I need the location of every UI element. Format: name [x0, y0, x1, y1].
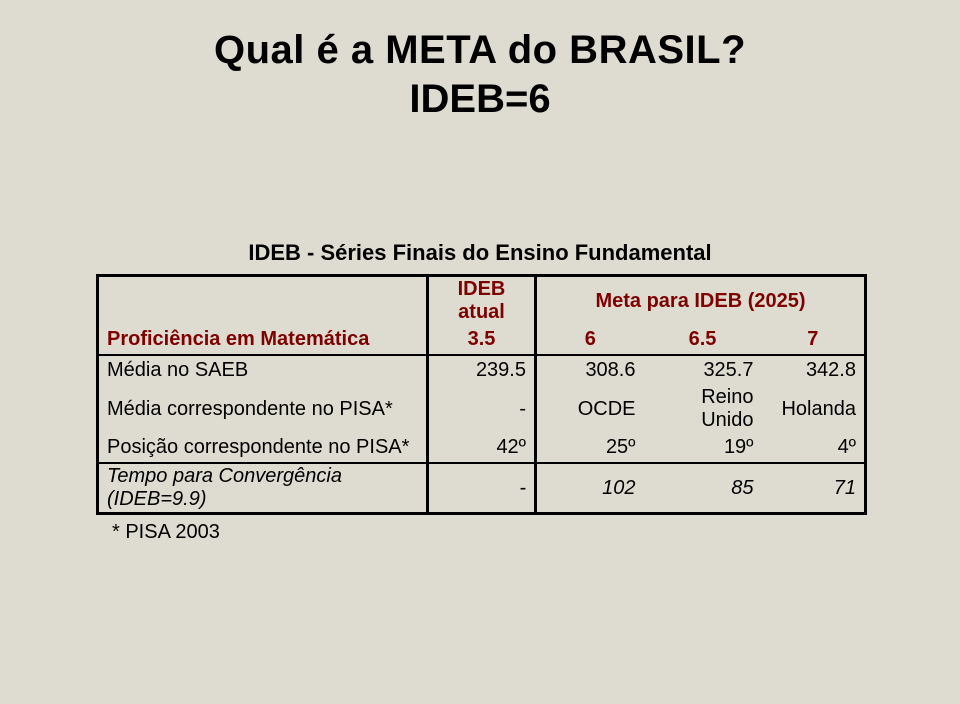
conv-cell: 85 [644, 463, 762, 514]
row-label: Posição correspondente no PISA* [98, 433, 428, 463]
table-row: Posição correspondente no PISA* 42º 25º … [98, 433, 866, 463]
footnote: * PISA 2003 [96, 521, 864, 544]
cell: 239.5 [428, 355, 536, 385]
prof-val-3: 7 [762, 325, 866, 355]
cell: - [428, 385, 536, 433]
header-row-1: IDEB atual Meta para IDEB (2025) [98, 276, 866, 326]
cell: 325.7 [644, 355, 762, 385]
conv-cell: - [428, 463, 536, 514]
prof-val-1: 6 [536, 325, 644, 355]
conv-cell: 102 [536, 463, 644, 514]
slide: Qual é a META do BRASIL? IDEB=6 IDEB - S… [0, 0, 960, 704]
proficiencia-label: Proficiência em Matemática [98, 325, 428, 355]
cell: Reino Unido [644, 385, 762, 433]
cell: OCDE [536, 385, 644, 433]
header-empty [98, 276, 428, 326]
table-row: Média no SAEB 239.5 308.6 325.7 342.8 [98, 355, 866, 385]
conv-label: Tempo para Convergência (IDEB=9.9) [98, 463, 428, 514]
cell: 342.8 [762, 355, 866, 385]
convergencia-row: Tempo para Convergência (IDEB=9.9) - 102… [98, 463, 866, 514]
page-subtitle: IDEB=6 [0, 77, 960, 122]
ideb-table: IDEB atual Meta para IDEB (2025) Profici… [96, 274, 867, 515]
cell: Holanda [762, 385, 866, 433]
table-container: IDEB - Séries Finais do Ensino Fundament… [96, 240, 864, 544]
cell: 25º [536, 433, 644, 463]
header-ideb-atual: IDEB atual [428, 276, 536, 326]
header-meta: Meta para IDEB (2025) [536, 276, 866, 326]
cell: 308.6 [536, 355, 644, 385]
row-label: Média correspondente no PISA* [98, 385, 428, 433]
page-title: Qual é a META do BRASIL? [0, 28, 960, 73]
row-label: Média no SAEB [98, 355, 428, 385]
proficiencia-row: Proficiência em Matemática 3.5 6 6.5 7 [98, 325, 866, 355]
table-row: Média correspondente no PISA* - OCDE Rei… [98, 385, 866, 433]
cell: 4º [762, 433, 866, 463]
cell: 19º [644, 433, 762, 463]
table-title: IDEB - Séries Finais do Ensino Fundament… [96, 240, 864, 266]
conv-cell: 71 [762, 463, 866, 514]
prof-val-2: 6.5 [644, 325, 762, 355]
prof-val-0: 3.5 [428, 325, 536, 355]
cell: 42º [428, 433, 536, 463]
